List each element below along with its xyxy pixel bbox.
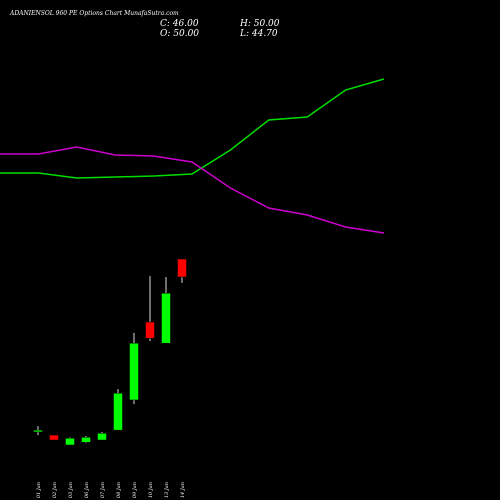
summary-label: H: 50.00: [239, 19, 280, 29]
candle-body: [65, 437, 75, 446]
candle-body: [145, 321, 155, 339]
candle-body: [177, 258, 187, 278]
summary-label: L: 44.70: [239, 29, 278, 39]
candle-body: [97, 433, 107, 441]
summary-label: C: 46.00: [160, 19, 199, 29]
x-tick-label: 02 Jan: [52, 482, 58, 498]
x-tick-label: 07 Jan: [100, 482, 106, 498]
x-tick-label: 09 Jan: [132, 482, 138, 498]
x-tick-label: 06 Jan: [84, 482, 90, 498]
x-tick-label: 03 Jan: [68, 482, 74, 498]
x-tick-label: 01 Jan: [36, 482, 42, 498]
candle-body: [49, 434, 59, 441]
candle-body: [33, 429, 43, 433]
overlay-line: [0, 146, 385, 234]
candle-body: [81, 437, 91, 443]
x-tick-label: 10 Jan: [148, 482, 154, 498]
candle-body: [161, 292, 171, 344]
x-tick-label: 08 Jan: [116, 482, 122, 498]
candle-body: [129, 342, 139, 401]
chart-title: ADANIENSOL 960 PE Options Chart MunafaSu…: [9, 10, 179, 17]
overlay-line: [0, 78, 385, 179]
candle-body: [113, 392, 123, 431]
x-tick-label: 14 Jan: [180, 482, 186, 498]
summary-label: O: 50.00: [160, 29, 199, 39]
x-tick-label: 13 Jan: [164, 482, 170, 498]
